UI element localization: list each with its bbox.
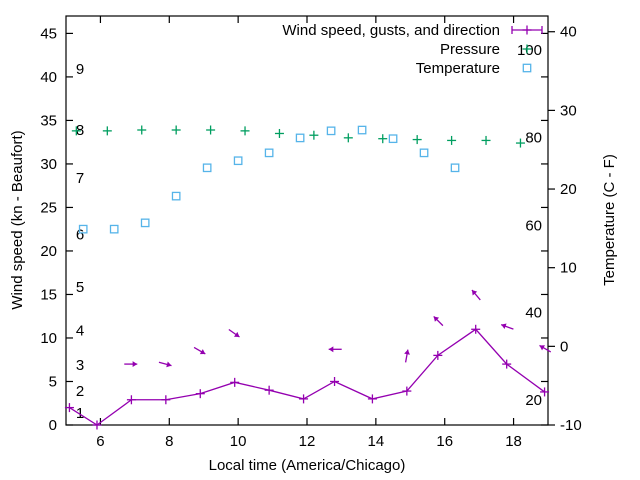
- data-point: [78, 224, 88, 234]
- data-point: [171, 191, 181, 201]
- x-tick-label: 18: [505, 433, 522, 450]
- y2-tick-label: 0: [560, 338, 568, 355]
- data-point: [295, 133, 305, 143]
- data-point: [140, 218, 150, 228]
- legend-label[interactable]: Pressure: [440, 41, 500, 58]
- x-tick-label: 16: [436, 433, 453, 450]
- beaufort-label: 3: [76, 357, 84, 374]
- arrow-head: [233, 331, 240, 337]
- beaufort-label: 6: [76, 227, 84, 244]
- arrow-head: [166, 361, 172, 368]
- x-axis-title: Local time (America/Chicago): [209, 457, 406, 474]
- arrow-head: [132, 361, 138, 368]
- data-point: [233, 156, 243, 166]
- y2-tick-label: 10: [560, 260, 577, 277]
- y2-axis-title: Temperature (C - F): [601, 154, 618, 286]
- data-point: [202, 163, 212, 173]
- x-tick-label: 10: [230, 433, 247, 450]
- x-tick-label: 12: [299, 433, 316, 450]
- y2-tick-label: 20: [560, 181, 577, 198]
- fahrenheit-label: 60: [525, 217, 542, 234]
- beaufort-label: 2: [76, 383, 84, 400]
- wind-direction-arrow: [500, 323, 514, 330]
- y-tick-label: 25: [40, 199, 57, 216]
- fahrenheit-scale-labels: 20 40 60 80 100: [517, 42, 542, 409]
- y-tick-label: 30: [40, 156, 57, 173]
- y-tick-label: 45: [40, 25, 57, 42]
- fahrenheit-label: 40: [525, 305, 542, 322]
- beaufort-label: 9: [76, 61, 84, 78]
- data-point: [109, 224, 119, 234]
- y-tick-label: 20: [40, 243, 57, 260]
- beaufort-label: 4: [76, 322, 84, 339]
- y2-axis-ticks: -10 0 10 20 30 40: [548, 24, 582, 434]
- x-tick-label: 14: [368, 433, 385, 450]
- x-tick-label: 6: [96, 433, 104, 450]
- y-tick-label: 0: [49, 417, 57, 434]
- series-pressure: [71, 125, 525, 148]
- arrow-head: [199, 349, 206, 355]
- wind-direction-arrow: [158, 361, 172, 368]
- arrow-head: [328, 346, 334, 353]
- arrow-head: [539, 345, 545, 351]
- data-series-group: [64, 125, 550, 430]
- wind-direction-arrow: [433, 315, 444, 327]
- y-tick-label: 40: [40, 69, 57, 86]
- data-point: [419, 148, 429, 158]
- fahrenheit-label: 100: [517, 42, 542, 59]
- y-tick-label: 10: [40, 330, 57, 347]
- y2-tick-label: 40: [560, 24, 577, 41]
- y2-tick-label: 30: [560, 102, 577, 119]
- y-axis-title: Wind speed (kn - Beaufort): [9, 130, 26, 309]
- wind-direction-arrow: [471, 289, 481, 301]
- beaufort-label: 1: [76, 405, 84, 422]
- fahrenheit-label: 20: [525, 392, 542, 409]
- legend: Wind speed, gusts, and direction Pressure…: [282, 22, 543, 77]
- wind-direction-arrow: [404, 349, 410, 363]
- fahrenheit-label: 80: [525, 129, 542, 146]
- arrow-head: [433, 316, 440, 322]
- wind-direction-arrow: [328, 346, 342, 353]
- arrow-head: [471, 289, 478, 296]
- wind-direction-arrow: [124, 361, 138, 368]
- wind-direction-arrow: [539, 344, 552, 353]
- x-tick-label: 8: [165, 433, 173, 450]
- beaufort-label: 7: [76, 170, 84, 187]
- arrow-head: [404, 349, 410, 355]
- series-temperature: [78, 125, 460, 234]
- data-point: [357, 125, 367, 135]
- wind-direction-arrows: [124, 289, 552, 368]
- wind-direction-arrow: [228, 328, 240, 338]
- y2-tick-label: -10: [560, 417, 582, 434]
- legend-label[interactable]: Temperature: [416, 60, 500, 77]
- beaufort-label: 5: [76, 279, 84, 296]
- data-point: [326, 126, 336, 136]
- y-tick-label: 5: [49, 373, 57, 390]
- data-point: [388, 134, 398, 144]
- wind-direction-arrow: [193, 346, 206, 355]
- data-point: [264, 148, 274, 158]
- series-wind-speed: [64, 324, 550, 430]
- legend-label[interactable]: Wind speed, gusts, and direction: [282, 22, 500, 39]
- legend-marker: [522, 63, 532, 73]
- x-axis-ticks: 6 8 10 12 14 16 18: [96, 16, 522, 450]
- arrow-head: [501, 323, 507, 330]
- y-tick-label: 35: [40, 112, 57, 129]
- data-point: [450, 163, 460, 173]
- y-tick-label: 15: [40, 286, 57, 303]
